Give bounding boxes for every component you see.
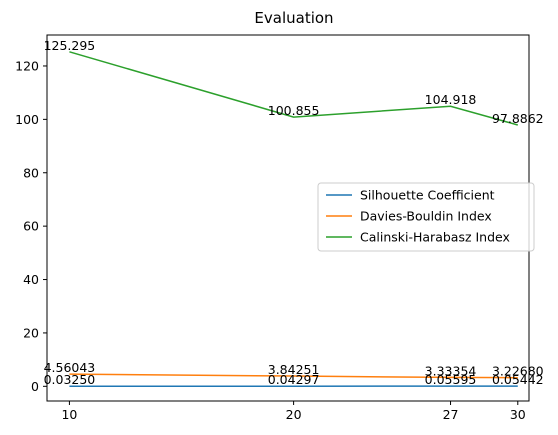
y-axis: 0 20 40 60 80 100 120 bbox=[15, 58, 47, 394]
series-layer bbox=[69, 51, 518, 387]
data-label: 3.84251 bbox=[268, 362, 320, 377]
data-label: 3.22680 bbox=[492, 364, 544, 379]
legend-label: Calinski-Harabasz Index bbox=[360, 230, 510, 245]
data-label: 0.03250 bbox=[44, 372, 96, 387]
y-tick-label: 40 bbox=[23, 272, 39, 287]
x-tick-label: 10 bbox=[61, 407, 77, 422]
legend: Silhouette Coefficient Davies-Bouldin Ind… bbox=[317, 182, 535, 252]
legend-box bbox=[317, 182, 535, 252]
data-label: 0.04297 bbox=[268, 372, 320, 387]
data-label: 97.8862 bbox=[492, 111, 544, 126]
data-label: 100.855 bbox=[268, 103, 320, 118]
y-tick-label: 100 bbox=[15, 112, 39, 127]
data-label: 4.56043 bbox=[44, 360, 96, 375]
data-label: 0.05442 bbox=[492, 372, 544, 387]
y-tick-label: 20 bbox=[23, 325, 39, 340]
series-line-1 bbox=[69, 373, 518, 379]
chart-title: Evaluation bbox=[254, 9, 333, 27]
y-tick-label: 120 bbox=[15, 58, 39, 73]
data-label: 104.918 bbox=[425, 92, 477, 107]
x-axis: 10 20 27 30 bbox=[61, 401, 526, 422]
series-line-2 bbox=[69, 51, 518, 126]
y-tick-label: 0 bbox=[31, 379, 39, 394]
y-tick-label: 60 bbox=[23, 219, 39, 234]
data-labels-layer: 0.03250 0.04297 0.05595 0.05442 4.56043 3.842… bbox=[44, 38, 544, 387]
x-tick-label: 27 bbox=[443, 407, 459, 422]
y-tick-label: 80 bbox=[23, 165, 39, 180]
data-label: 3.33354 bbox=[425, 363, 477, 378]
x-tick-label: 20 bbox=[286, 407, 302, 422]
data-label: 0.05595 bbox=[425, 372, 477, 387]
data-label: 125.295 bbox=[44, 38, 96, 53]
x-tick-label: 30 bbox=[510, 407, 526, 422]
legend-label: Silhouette Coefficient bbox=[360, 188, 495, 203]
legend-label: Davies-Bouldin Index bbox=[360, 209, 492, 224]
